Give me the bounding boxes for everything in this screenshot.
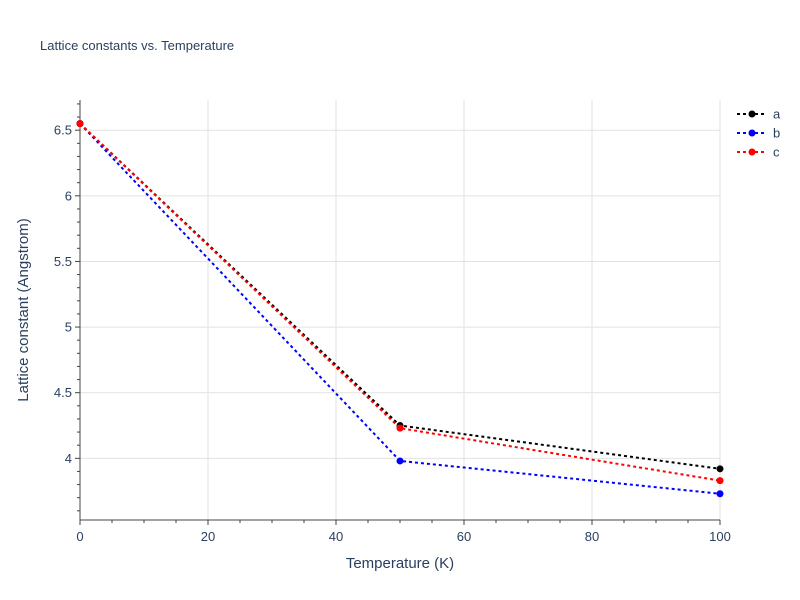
series-b[interactable]: [76, 120, 724, 498]
y-tick-label: 6: [65, 188, 72, 203]
y-tick-label: 4: [65, 451, 72, 466]
axes: 0 20 40 60 80 100 4 4.5 5 5.5 6 6.5: [54, 100, 731, 544]
y-tick-label: 4.5: [54, 385, 72, 400]
legend-item-b[interactable]: b: [737, 126, 780, 141]
series-a[interactable]: [76, 120, 724, 473]
legend-label: c: [773, 145, 780, 160]
series-b-point[interactable]: [716, 490, 724, 498]
x-tick-label: 60: [457, 529, 471, 544]
series-c-point[interactable]: [76, 120, 84, 128]
legend-marker-swatch: [748, 129, 756, 137]
series-c-point[interactable]: [716, 477, 724, 485]
x-tick-label: 0: [76, 529, 83, 544]
legend-label: b: [773, 126, 780, 141]
series-b-line: [79, 122, 721, 495]
x-tick-label: 80: [585, 529, 599, 544]
series-c-point[interactable]: [396, 424, 404, 432]
series-b-point[interactable]: [396, 457, 404, 465]
y-axis-title: Lattice constant (Angstrom): [15, 218, 32, 401]
legend[interactable]: abc: [737, 107, 781, 160]
legend-marker-swatch: [748, 148, 756, 156]
series-a-point[interactable]: [716, 465, 724, 473]
y-tick-label: 5.5: [54, 254, 72, 269]
x-tick-label: 100: [709, 529, 731, 544]
legend-item-c[interactable]: c: [737, 145, 780, 160]
grid: [80, 100, 721, 520]
chart-title: Lattice constants vs. Temperature: [40, 38, 234, 53]
legend-marker-swatch: [748, 110, 756, 118]
x-axis-title: Temperature (K): [346, 555, 454, 572]
legend-label: a: [773, 107, 781, 122]
legend-item-a[interactable]: a: [737, 107, 781, 122]
series-c[interactable]: [76, 120, 724, 485]
y-tick-label: 5: [65, 320, 72, 335]
y-tick-label: 6.5: [54, 123, 72, 138]
x-tick-label: 20: [201, 529, 215, 544]
x-tick-label: 40: [329, 529, 343, 544]
series-a-line: [79, 122, 721, 470]
series-group: [76, 120, 724, 498]
